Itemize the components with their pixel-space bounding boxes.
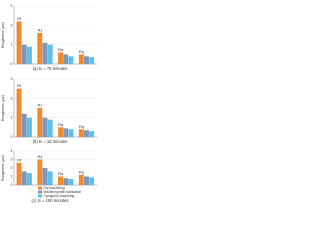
category-label: Rq <box>79 49 84 54</box>
category-label: Rt <box>17 83 22 88</box>
bar <box>63 54 69 64</box>
y-tick-label: 0 <box>11 135 13 139</box>
y-tick-label: 1 <box>11 43 13 47</box>
bar <box>58 127 64 137</box>
chart-title: (b) tc = 18 minutes <box>33 139 68 144</box>
bar <box>47 119 53 137</box>
bar <box>63 128 69 137</box>
bar <box>37 159 43 185</box>
category-label: Rq <box>79 124 84 129</box>
bar <box>16 162 22 185</box>
bar <box>68 56 74 64</box>
bar <box>26 117 32 137</box>
bar <box>42 168 48 185</box>
bar <box>58 52 64 64</box>
legend-swatch <box>38 186 42 190</box>
bar <box>42 42 48 64</box>
bar <box>63 178 69 185</box>
y-tick-label: 2 <box>11 23 13 27</box>
category-label: Ra <box>58 122 64 127</box>
category-label: Ra <box>58 171 64 176</box>
category-label: Ra <box>58 47 64 52</box>
y-tick-label: 2 <box>11 166 13 170</box>
chart-title: (a) tc = 76 minutes <box>33 66 68 71</box>
legend-label: Machining with lubrication <box>44 190 82 194</box>
bar <box>42 117 48 137</box>
bar <box>89 177 95 185</box>
y-tick-label: 0 <box>11 62 13 66</box>
legend-swatch <box>38 194 42 198</box>
bar <box>37 33 43 64</box>
y-tick-label: 3 <box>11 77 13 81</box>
y-tick-label: 4 <box>11 149 13 153</box>
legend-label: Cryogenic machining <box>44 194 75 198</box>
y-tick-label: 2 <box>11 96 13 100</box>
category-label: Rt <box>17 157 22 162</box>
bar <box>21 113 27 137</box>
bar <box>84 130 89 137</box>
bar <box>26 46 32 64</box>
figure: Roughness (µm) 0 1 2 3 Rt Rz Ra Rq (a) tc = 76 mi… <box>1 4 97 203</box>
legend-label: Dry machining <box>44 186 65 190</box>
legend-swatch <box>38 190 42 194</box>
bar <box>78 174 84 185</box>
bar <box>84 56 89 64</box>
bar <box>47 171 53 185</box>
bar <box>78 54 84 64</box>
category-label: Rt <box>17 16 22 21</box>
y-tick-label: 3 <box>11 157 13 161</box>
y-tick-label: 1 <box>11 174 13 178</box>
bar <box>89 57 95 64</box>
bar <box>89 131 95 137</box>
bar <box>21 171 27 185</box>
bar <box>26 173 32 185</box>
y-tick-label: 3 <box>11 4 13 8</box>
bar <box>16 21 22 64</box>
category-label: Rz <box>37 28 42 33</box>
category-label: Rz <box>37 154 42 159</box>
bar <box>68 129 74 137</box>
y-axis-label: Roughness (µm) <box>1 95 5 121</box>
category-label: Rz <box>37 103 42 108</box>
bar <box>84 176 89 185</box>
bar <box>47 44 53 64</box>
y-axis-label: Roughness (µm) <box>1 155 5 181</box>
bar <box>58 176 64 185</box>
y-tick-label: 0 <box>11 183 13 187</box>
y-axis-label: Roughness (µm) <box>1 22 5 48</box>
bar <box>37 108 43 137</box>
bar <box>68 179 74 185</box>
y-tick-label: 1 <box>11 116 13 120</box>
bar <box>21 44 27 64</box>
bar <box>78 129 84 137</box>
category-label: Rq <box>79 169 84 174</box>
chart-title: (c) tc = 150 minutes <box>32 198 69 203</box>
bar <box>16 88 22 137</box>
